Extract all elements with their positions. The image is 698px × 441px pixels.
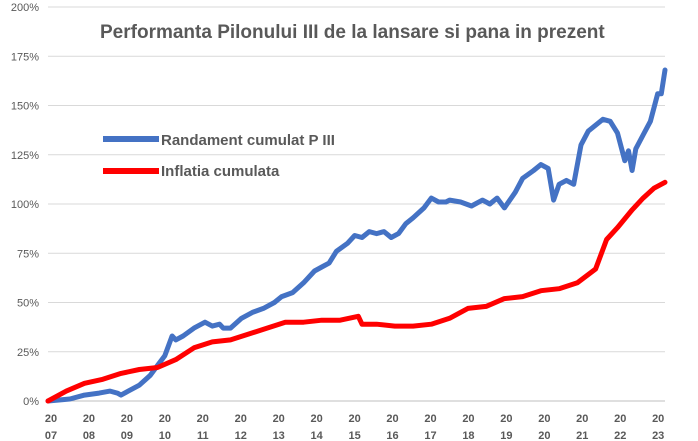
x-axis-tick-labels: 2007200820092010201120122013201420152016… — [45, 413, 664, 441]
x-tick-label-century: 20 — [424, 413, 436, 425]
x-tick-label-century: 20 — [576, 413, 588, 425]
y-tick-label: 125% — [11, 150, 39, 162]
inflatia-cumulata-line — [45, 179, 668, 404]
legend-label-inflatie: Inflatia cumulata — [161, 163, 280, 180]
y-tick-label: 100% — [11, 199, 39, 211]
x-tick-label-century: 20 — [45, 413, 57, 425]
x-tick-label-century: 20 — [652, 413, 664, 425]
x-tick-label-century: 20 — [121, 413, 133, 425]
legend-label-randament: Randament cumulat P III — [161, 132, 335, 149]
x-tick-label-year: 08 — [83, 430, 95, 441]
series-lines — [45, 67, 668, 404]
x-tick-label-century: 20 — [83, 413, 95, 425]
legend: Randament cumulat P III Inflatia cumulat… — [103, 132, 335, 180]
x-tick-label-year: 21 — [576, 430, 588, 441]
x-tick-label-century: 20 — [159, 413, 171, 425]
x-tick-label-year: 09 — [121, 430, 133, 441]
y-axis-tick-labels: 0% 25% 50% 75% 100% 125% 150% 175% 200% — [11, 2, 39, 408]
x-tick-label-year: 22 — [614, 430, 626, 441]
x-tick-label-year: 11 — [197, 430, 209, 441]
x-tick-label-century: 20 — [235, 413, 247, 425]
x-tick-label-century: 20 — [197, 413, 209, 425]
x-tick-label-year: 10 — [159, 430, 171, 441]
gridlines — [48, 6, 665, 402]
y-tick-label: 25% — [17, 347, 39, 359]
y-tick-label: 175% — [11, 51, 39, 63]
x-tick-label-year: 13 — [273, 430, 285, 441]
randament-cumulat-line — [45, 67, 668, 404]
x-tick-label-century: 20 — [614, 413, 626, 425]
x-tick-label-year: 15 — [348, 430, 360, 441]
x-tick-label-year: 14 — [311, 430, 324, 441]
chart-title: Performanta Pilonului III de la lansare … — [100, 22, 605, 43]
x-tick-label-year: 12 — [235, 430, 247, 441]
x-tick-label-century: 20 — [462, 413, 474, 425]
x-tick-label-century: 20 — [500, 413, 512, 425]
x-tick-label-year: 18 — [462, 430, 474, 441]
x-tick-label-year: 07 — [45, 430, 57, 441]
y-tick-label: 0% — [23, 396, 39, 408]
x-tick-label-year: 19 — [500, 430, 512, 441]
x-tick-label-year: 16 — [386, 430, 398, 441]
x-tick-label-century: 20 — [273, 413, 285, 425]
x-tick-label-year: 20 — [538, 430, 550, 441]
x-tick-label-century: 20 — [386, 413, 398, 425]
y-tick-label: 150% — [11, 101, 39, 113]
x-tick-label-year: 17 — [424, 430, 436, 441]
y-tick-label: 50% — [17, 298, 39, 310]
y-tick-label: 75% — [17, 248, 39, 260]
x-tick-label-year: 23 — [652, 430, 664, 441]
y-tick-label: 200% — [11, 2, 39, 14]
x-tick-label-century: 20 — [348, 413, 360, 425]
x-tick-label-century: 20 — [311, 413, 323, 425]
x-tick-label-century: 20 — [538, 413, 550, 425]
